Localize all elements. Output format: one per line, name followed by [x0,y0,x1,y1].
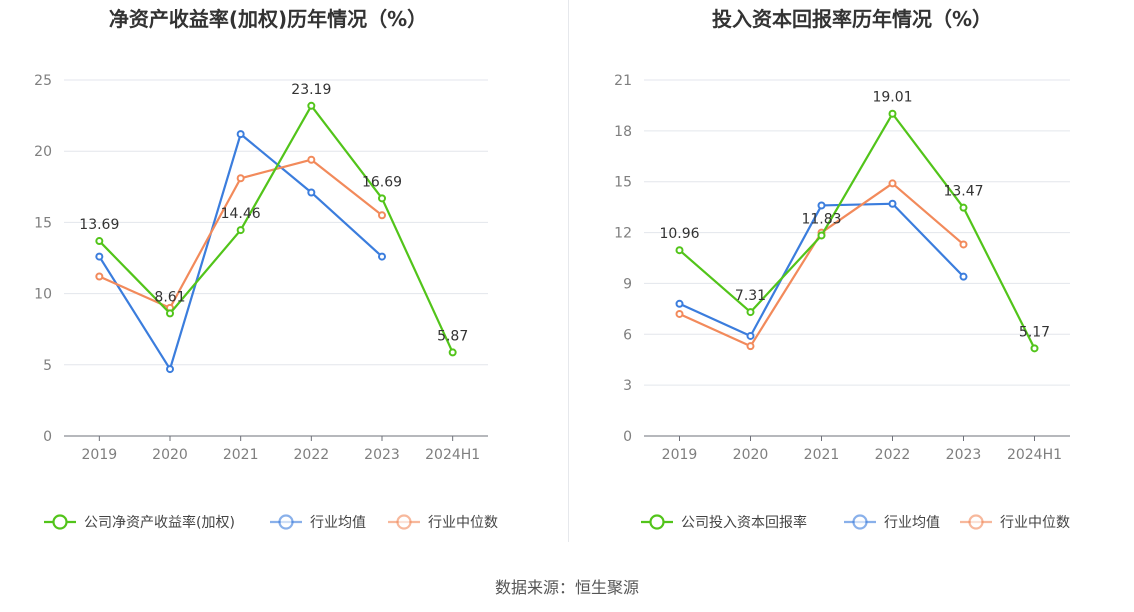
x-tick-label: 2021 [223,447,259,463]
legend-label: 行业中位数 [428,515,498,531]
legend-marker-icon [278,514,294,530]
y-tick-label: 25 [34,73,52,89]
data-label: 23.19 [291,82,331,98]
data-label: 11.83 [801,211,841,227]
x-tick-label: 2022 [294,447,330,463]
data-point[interactable] [307,155,316,164]
series-line-0 [678,112,1036,349]
data-point[interactable] [888,199,897,208]
y-tick-label: 10 [34,287,52,303]
y-tick-label: 5 [43,358,52,374]
chart-1-svg: 净资产收益率(加权)历年情况（%） 0 5 10 15 20 25 2019 2020 2021 2… [34,7,498,531]
data-point[interactable] [307,188,316,197]
legend-label: 行业均值 [884,515,940,531]
data-point[interactable] [746,308,755,317]
legend-item[interactable]: 行业均值 [270,514,366,531]
data-point[interactable] [817,201,826,210]
data-point[interactable] [236,226,245,235]
y-tick-label: 0 [43,429,52,445]
data-point[interactable] [888,109,897,118]
data-label: 13.69 [79,217,119,233]
legend-marker-icon [649,514,665,530]
roic-chart-panel: 投入资本回报率历年情况（%） 0 3 6 9 12 15 18 21 2019 2020 2021 20… [567,0,1134,560]
data-point[interactable] [675,299,684,308]
x-tick-label: 2023 [364,447,400,463]
legend-item[interactable]: 公司净资产收益率(加权) [44,514,235,531]
data-point[interactable] [675,309,684,318]
series-line-1 [98,133,383,371]
legend-label: 公司净资产收益率(加权) [84,514,235,531]
data-label: 8.61 [154,289,185,305]
chart-title: 净资产收益率(加权)历年情况（%） [109,7,427,31]
y-tick-label: 20 [34,144,52,160]
legend-item[interactable]: 公司投入资本回报率 [641,514,807,531]
data-point[interactable] [307,101,316,110]
y-tick-label: 9 [623,276,632,292]
x-tick-label: 2020 [733,447,769,463]
data-point[interactable] [378,211,386,220]
legend-item[interactable]: 行业中位数 [960,514,1070,531]
y-tick-label: 21 [614,73,632,89]
data-point[interactable] [1030,344,1039,353]
x-tick-label: 2023 [946,447,982,463]
data-point[interactable] [675,246,684,255]
data-label: 13.47 [943,184,983,200]
data-point[interactable] [378,252,386,261]
y-tick-label: 6 [623,327,632,343]
legend-label: 公司投入资本回报率 [681,514,807,531]
y-tick-label: 15 [34,215,52,231]
legend-marker-icon [968,514,984,530]
x-tick-label: 2019 [82,447,118,463]
data-point[interactable] [959,240,968,249]
legend-item[interactable]: 行业均值 [844,514,940,531]
data-label: 16.69 [362,174,402,190]
legend-label: 行业中位数 [1000,515,1070,531]
legend-item[interactable]: 行业中位数 [388,514,498,531]
series-line-0 [98,104,454,353]
data-point[interactable] [236,174,245,183]
y-tick-label: 0 [623,429,632,445]
data-source-text: 数据来源：恒生聚源 [494,578,639,597]
data-point[interactable] [959,272,968,281]
legend-label: 行业均值 [310,515,366,531]
data-point[interactable] [888,179,897,188]
x-tick-label: 2019 [662,447,698,463]
data-label: 5.87 [437,328,468,344]
data-point[interactable] [746,342,755,351]
data-label: 10.96 [659,226,699,242]
data-point[interactable] [166,365,174,374]
data-point[interactable] [236,130,245,139]
y-tick-label: 3 [623,378,632,394]
data-label: 5.17 [1019,324,1050,340]
data-point[interactable] [95,272,104,281]
y-tick-label: 18 [614,124,632,140]
legend-marker-icon [396,514,412,530]
y-tick-label: 15 [614,175,632,191]
data-point[interactable] [746,331,755,340]
chart-2-svg: 投入资本回报率历年情况（%） 0 3 6 9 12 15 18 21 2019 2020 2021 20… [614,7,1070,531]
legend-marker-icon [852,514,868,530]
data-label: 7.31 [735,288,766,304]
data-point[interactable] [959,203,968,212]
x-tick-label: 2024H1 [425,447,480,463]
data-label: 19.01 [872,90,912,106]
x-tick-label: 2020 [152,447,188,463]
x-tick-label: 2022 [875,447,911,463]
data-point[interactable] [378,194,386,203]
roe-chart-panel: 净资产收益率(加权)历年情况（%） 0 5 10 15 20 25 2019 2020 2021 2… [0,0,567,560]
x-tick-label: 2021 [804,447,840,463]
panel-divider [568,0,569,542]
x-tick-label: 2024H1 [1007,447,1062,463]
data-point[interactable] [166,309,174,318]
data-point[interactable] [817,231,826,240]
y-tick-label: 12 [614,226,632,242]
data-point[interactable] [448,348,457,357]
data-label: 14.46 [221,206,261,222]
data-point[interactable] [95,252,104,261]
legend-marker-icon [52,514,68,530]
chart-title: 投入资本回报率历年情况（%） [712,7,992,31]
data-point[interactable] [95,237,104,246]
